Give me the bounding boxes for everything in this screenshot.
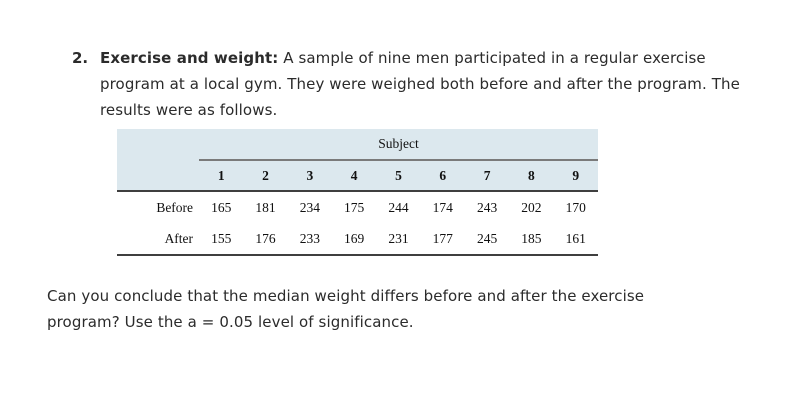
table-cell: 185 bbox=[509, 223, 554, 256]
table-cell: 233 bbox=[287, 223, 332, 256]
table-cell: 243 bbox=[476, 199, 498, 215]
table-cell: 170 bbox=[565, 199, 586, 215]
table-row-after: After 155 176 233 169 231 177 245 185 16… bbox=[117, 223, 598, 256]
exercise-description: A sample of nine men participated in a r… bbox=[100, 49, 740, 119]
row-label: Before bbox=[156, 199, 194, 215]
question-text: Can you conclude that the median weight … bbox=[47, 287, 645, 331]
column-header: 3 bbox=[287, 160, 332, 192]
exercise-title: Exercise and weight: bbox=[100, 49, 279, 67]
table-cell: 177 bbox=[420, 223, 465, 256]
table-row-before: Before 165 181 234 175 244 174 243 202 1… bbox=[117, 191, 598, 223]
subject-header: Subject bbox=[199, 129, 598, 161]
table-cell: 165 bbox=[211, 199, 232, 215]
column-header: 8 bbox=[509, 160, 554, 192]
column-header: 2 bbox=[243, 160, 288, 192]
corner-cell bbox=[117, 160, 200, 192]
table-cell: 181 bbox=[255, 199, 276, 215]
column-header-row: 1 2 3 4 5 6 7 8 9 bbox=[117, 160, 598, 192]
table-header-row: Subject bbox=[117, 129, 598, 161]
column-header: 6 bbox=[420, 160, 465, 192]
table-cell: 244 bbox=[388, 199, 409, 215]
table-cell: 245 bbox=[464, 223, 510, 256]
column-header: 7 bbox=[464, 160, 510, 192]
row-label: After bbox=[117, 223, 200, 256]
weights-table: Subject 1 2 3 4 5 6 7 8 9 Before 165 181… bbox=[117, 129, 598, 256]
table-cell: 161 bbox=[553, 223, 598, 256]
table-cell: 169 bbox=[331, 223, 377, 256]
exercise-number: 2. bbox=[72, 49, 89, 67]
column-header: 1 bbox=[199, 160, 244, 192]
corner-cell bbox=[117, 129, 199, 160]
table-cell: 231 bbox=[376, 223, 421, 256]
table-cell: 155 bbox=[199, 223, 244, 256]
table-cell: 174 bbox=[432, 199, 453, 215]
table-cell: 202 bbox=[521, 199, 542, 215]
table-cell: 176 bbox=[243, 223, 288, 256]
exercise-paragraph: Exercise and weight: A sample of nine me… bbox=[100, 45, 752, 123]
column-header: 9 bbox=[553, 160, 598, 192]
table-cell: 175 bbox=[344, 199, 365, 215]
exercise-intro: 2. Exercise and weight: A sample of nine… bbox=[72, 45, 752, 123]
column-header: 5 bbox=[376, 160, 421, 192]
column-header: 4 bbox=[331, 160, 377, 192]
table-cell: 234 bbox=[299, 199, 320, 215]
